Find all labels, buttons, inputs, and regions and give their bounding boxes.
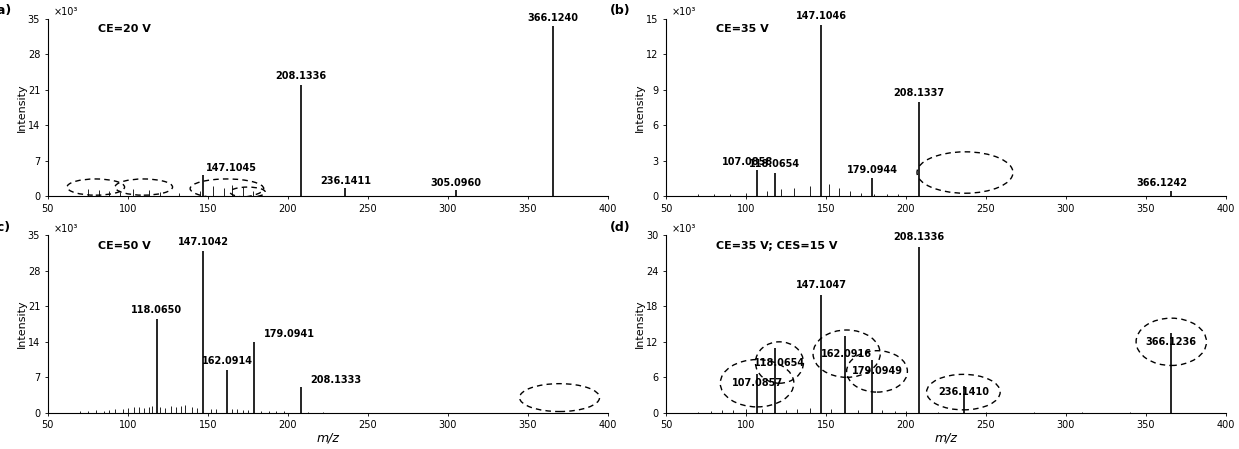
Text: 179.0949: 179.0949 — [851, 366, 902, 376]
Text: 208.1333: 208.1333 — [310, 375, 362, 385]
Text: 107.0858: 107.0858 — [722, 157, 773, 167]
Text: 366.1236: 366.1236 — [1146, 337, 1197, 347]
Text: (c): (c) — [0, 220, 11, 233]
Text: 236.1411: 236.1411 — [320, 176, 370, 185]
Y-axis label: Intensity: Intensity — [16, 300, 26, 348]
Text: 208.1336: 208.1336 — [275, 71, 326, 81]
Text: (d): (d) — [610, 220, 631, 233]
X-axis label: m/z: m/z — [316, 432, 339, 445]
Text: (b): (b) — [610, 4, 631, 17]
Text: CE=35 V; CES=15 V: CE=35 V; CES=15 V — [716, 241, 838, 251]
Text: CE=20 V: CE=20 V — [98, 24, 151, 34]
Text: 162.0916: 162.0916 — [821, 349, 872, 359]
Text: 162.0914: 162.0914 — [202, 356, 253, 365]
Text: 179.0941: 179.0941 — [264, 329, 315, 339]
Y-axis label: Intensity: Intensity — [16, 83, 26, 132]
Text: 366.1242: 366.1242 — [1136, 178, 1187, 188]
Text: 147.1042: 147.1042 — [177, 237, 229, 247]
Y-axis label: Intensity: Intensity — [634, 300, 644, 348]
Text: 147.1045: 147.1045 — [206, 163, 258, 173]
Text: ×10³: ×10³ — [672, 224, 696, 233]
Text: 208.1337: 208.1337 — [893, 88, 944, 98]
Text: 236.1410: 236.1410 — [938, 387, 989, 397]
Text: 147.1047: 147.1047 — [795, 280, 846, 290]
Y-axis label: Intensity: Intensity — [634, 83, 644, 132]
Text: CE=35 V: CE=35 V — [716, 24, 769, 34]
Text: 208.1336: 208.1336 — [893, 233, 944, 242]
Text: (a): (a) — [0, 4, 12, 17]
Text: 179.0944: 179.0944 — [847, 165, 898, 175]
Text: ×10³: ×10³ — [53, 7, 78, 17]
X-axis label: m/z: m/z — [934, 432, 958, 445]
Text: 366.1240: 366.1240 — [528, 13, 579, 23]
Text: 118.0654: 118.0654 — [753, 357, 805, 368]
Text: 305.0960: 305.0960 — [430, 177, 481, 188]
Text: ×10³: ×10³ — [672, 7, 696, 17]
Text: ×10³: ×10³ — [53, 224, 78, 233]
Text: 147.1046: 147.1046 — [795, 11, 846, 21]
Text: CE=50 V: CE=50 V — [98, 241, 151, 251]
Text: 118.0650: 118.0650 — [131, 305, 182, 315]
Text: 118.0654: 118.0654 — [750, 159, 800, 169]
Text: 107.0857: 107.0857 — [731, 378, 783, 388]
